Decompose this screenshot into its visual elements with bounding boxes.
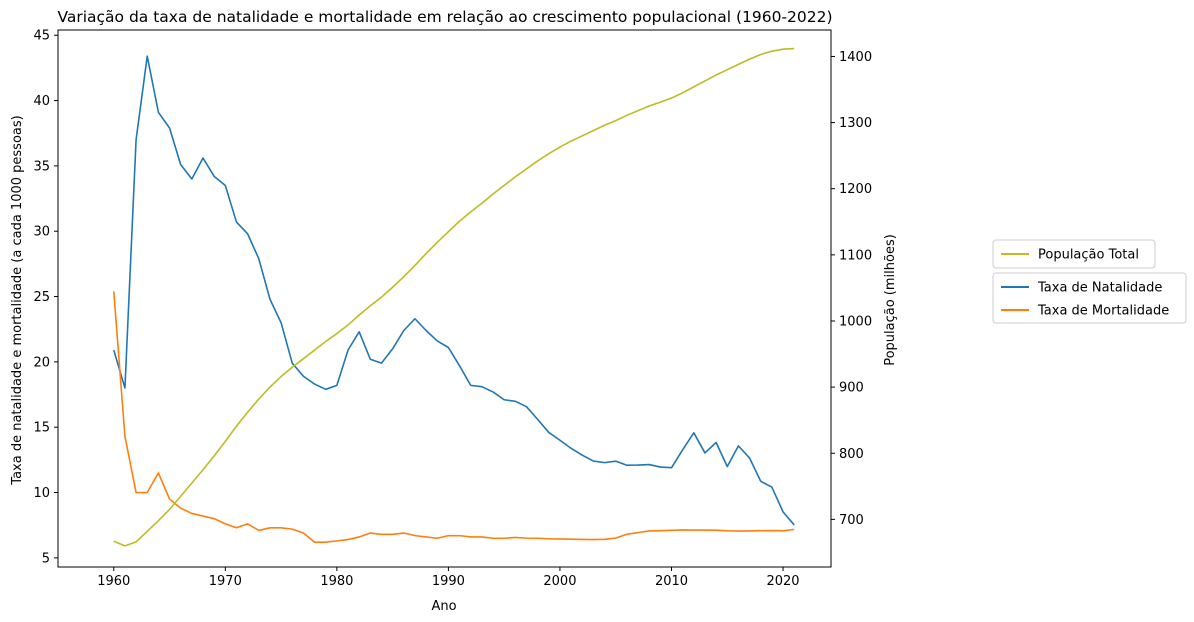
x-tick: 1960 [97, 567, 130, 589]
x-tick: 1980 [320, 567, 353, 589]
right-y-tick-label: 700 [839, 513, 864, 528]
x-axis-label: Ano [431, 599, 456, 614]
x-tick-label: 1980 [320, 574, 353, 589]
right-y-tick-label: 1100 [839, 248, 872, 263]
birth-rate-line [113, 55, 795, 526]
right-y-tick-label: 1400 [839, 50, 872, 65]
left-y-tick-label: 10 [33, 486, 50, 501]
left-y-tick-label: 40 [33, 94, 50, 109]
left-y-axis-label: Taxa de natalidade e mortalidade (a cada… [10, 115, 25, 485]
legend-population-label: População Total [1038, 248, 1139, 263]
x-tick-label: 2010 [655, 574, 688, 589]
right-y-tick-label: 800 [839, 447, 864, 462]
left-y-tick: 20 [33, 355, 58, 370]
legend-population: População Total [992, 239, 1156, 269]
x-tick: 1990 [432, 567, 465, 589]
death-rate-line [112, 291, 795, 543]
legend-rates-frame [992, 272, 1187, 324]
legend-death-label: Taxa de Mortalidade [1037, 304, 1169, 319]
left-y-tick: 40 [33, 94, 58, 109]
x-tick: 2000 [543, 567, 576, 589]
legend-rates: Taxa de Natalidade Taxa de Mortalidade [992, 272, 1187, 324]
legend-population-frame [992, 239, 1156, 269]
right-y-tick: 1300 [831, 116, 872, 131]
left-y-tick: 10 [33, 486, 58, 501]
right-y-tick: 1200 [831, 182, 872, 197]
x-tick: 1970 [209, 567, 242, 589]
right-y-axis-label: População (milhões) [883, 234, 898, 366]
x-axis: 1960 1970 1980 1990 2000 2010 2020 [97, 567, 800, 589]
left-y-tick: 45 [33, 29, 58, 44]
right-y-tick: 1000 [831, 314, 872, 329]
right-y-tick: 800 [831, 447, 864, 462]
plot-lines [112, 47, 795, 547]
left-y-tick-label: 30 [33, 225, 50, 240]
left-y-tick: 35 [33, 159, 58, 174]
left-y-tick: 5 [42, 551, 58, 566]
legend-birth-label: Taxa de Natalidade [1037, 281, 1162, 296]
x-tick-label: 1970 [209, 574, 242, 589]
right-y-tick-label: 1000 [839, 314, 872, 329]
left-y-tick-label: 15 [33, 421, 50, 436]
right-y-tick: 700 [831, 513, 864, 528]
left-y-tick: 25 [33, 290, 58, 305]
left-y-tick-label: 45 [33, 29, 50, 44]
left-y-axis: 5 10 15 20 25 30 35 40 45 [33, 29, 58, 566]
right-y-tick: 900 [831, 381, 864, 396]
right-y-axis: 700 800 900 1000 1100 1200 1300 1400 [831, 50, 872, 528]
right-y-tick: 1400 [831, 50, 872, 65]
right-y-tick: 1100 [831, 248, 872, 263]
chart-title: Variação da taxa de natalidade e mortali… [57, 8, 832, 26]
left-y-tick-label: 20 [33, 355, 50, 370]
left-y-tick: 30 [33, 225, 58, 240]
right-y-tick-label: 900 [839, 381, 864, 396]
x-tick: 2020 [766, 567, 800, 589]
right-y-tick-label: 1200 [839, 182, 872, 197]
plot-frame [57, 29, 832, 568]
x-tick: 2010 [655, 567, 688, 589]
left-y-tick-label: 25 [33, 290, 50, 305]
x-tick-label: 2020 [766, 574, 799, 589]
x-tick-label: 2000 [543, 574, 576, 589]
left-y-tick: 15 [33, 421, 58, 436]
population-line [113, 47, 795, 547]
left-y-tick-label: 35 [33, 159, 50, 174]
right-y-tick-label: 1300 [839, 116, 872, 131]
x-tick-label: 1960 [97, 574, 130, 589]
left-y-tick-label: 5 [42, 551, 50, 566]
x-tick-label: 1990 [432, 574, 465, 589]
